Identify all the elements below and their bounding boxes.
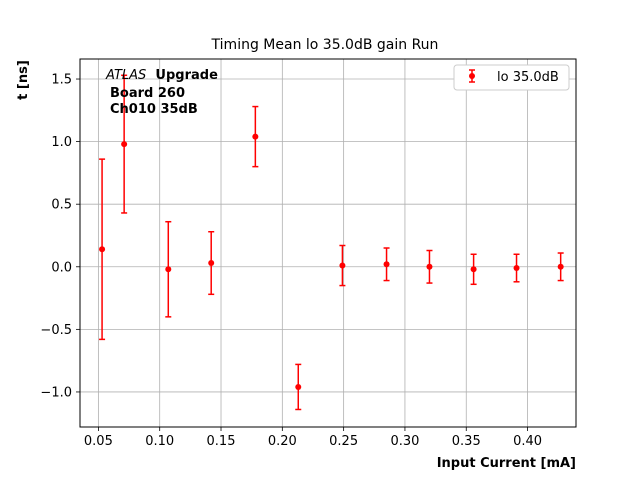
svg-text:ATLAS Upgrade: ATLAS Upgrade <box>105 68 218 83</box>
x-tick-label: 0.30 <box>390 434 419 449</box>
upgrade-label: Upgrade <box>155 68 218 83</box>
y-tick-label: 0.5 <box>51 198 72 213</box>
annotation-channel: Ch010 35dB <box>110 102 198 117</box>
y-tick-label: 1.0 <box>51 135 72 150</box>
plot-frame <box>79 58 577 428</box>
data-point <box>426 263 433 270</box>
y-tick-label: −0.5 <box>40 323 72 338</box>
data-point <box>470 266 477 273</box>
legend: lo 35.0dB <box>453 64 570 91</box>
grid-lines <box>80 59 576 427</box>
annotation: ATLAS Upgrade Board 260 Ch010 35dB <box>105 68 218 117</box>
x-tick-label: 0.25 <box>329 434 358 449</box>
data-point <box>165 266 172 273</box>
data-point <box>557 263 564 270</box>
y-tick-label: 0.0 <box>51 260 72 275</box>
data-point <box>252 133 259 140</box>
legend-box <box>453 64 570 91</box>
legend-point <box>469 73 475 79</box>
plot-marks <box>99 74 564 411</box>
x-tick-label: 0.35 <box>452 434 481 449</box>
y-tick-label: −1.0 <box>40 385 72 400</box>
x-axis: 0.05 0.10 0.15 0.20 0.25 0.30 0.35 0.40 <box>84 427 542 449</box>
data-point <box>513 265 520 272</box>
legend-label: lo 35.0dB <box>497 70 559 85</box>
y-tick-label: 1.5 <box>51 73 72 88</box>
atlas-label: ATLAS <box>105 68 146 83</box>
annotation-board: Board 260 <box>110 86 185 101</box>
x-tick-label: 0.20 <box>268 434 297 449</box>
data-point <box>121 141 128 148</box>
data-point <box>208 260 215 267</box>
y-axis: −1.0 −0.5 0.0 0.5 1.0 1.5 <box>40 73 80 400</box>
legend-marker <box>469 69 475 83</box>
x-axis-label: Input Current [mA] <box>437 456 576 471</box>
data-point <box>295 383 302 390</box>
chart-title: Timing Mean lo 35.0dB gain Run <box>211 37 439 53</box>
data-point <box>339 262 346 269</box>
x-tick-label: 0.40 <box>513 434 542 449</box>
data-point <box>383 261 390 268</box>
data-point <box>99 246 106 253</box>
x-tick-label: 0.05 <box>84 434 113 449</box>
x-tick-label: 0.15 <box>207 434 236 449</box>
y-axis-label: t [ns] <box>16 60 31 100</box>
x-tick-label: 0.10 <box>145 434 174 449</box>
